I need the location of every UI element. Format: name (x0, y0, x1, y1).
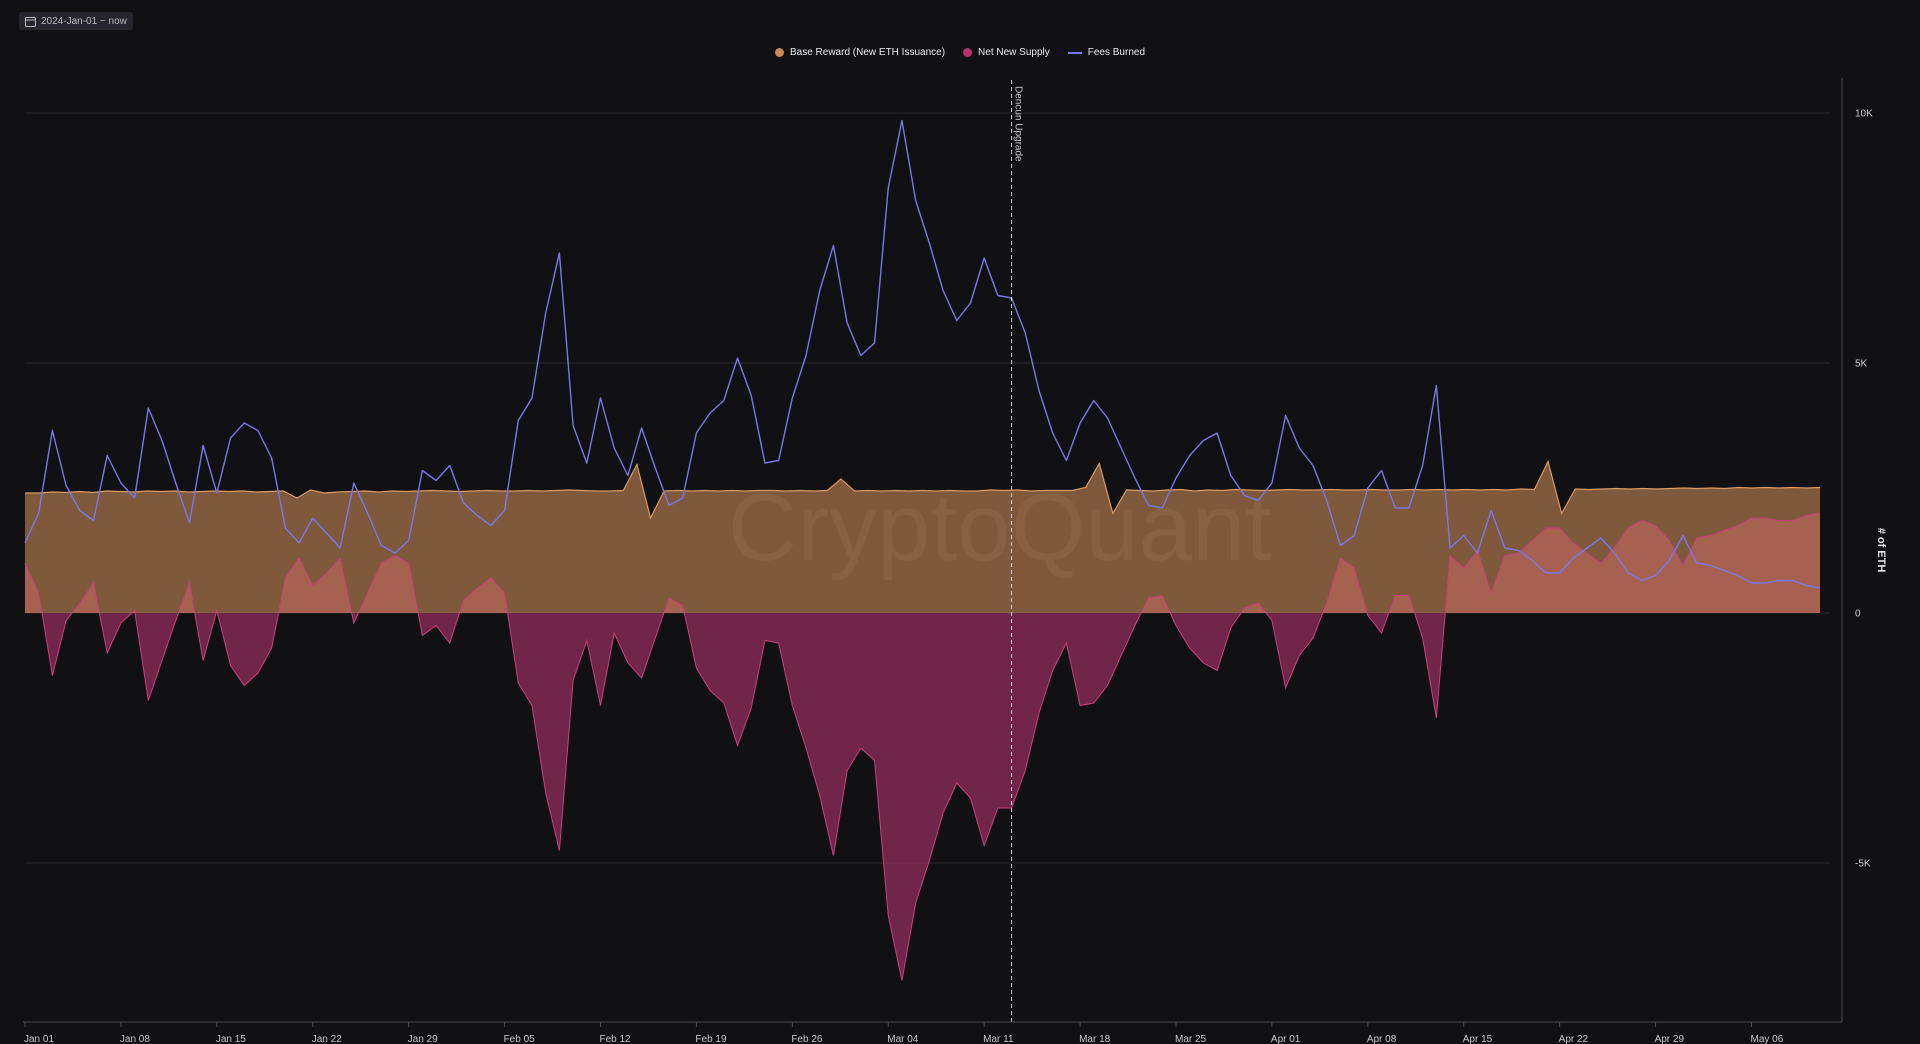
date-range-label: 2024-Jan-01 ~ now (41, 15, 127, 27)
net-new-supply-swatch (963, 48, 973, 57)
chart-legend: Base Reward (New ETH Issuance) Net New S… (0, 47, 1920, 58)
net-new-supply-edge (24, 512, 1821, 981)
x-tick-label: Jan 15 (216, 1034, 246, 1044)
x-tick-label: Apr 22 (1559, 1034, 1589, 1044)
y-tick-label: -5K (1855, 859, 1871, 870)
date-range-selector[interactable]: 2024-Jan-01 ~ now (19, 12, 133, 30)
base-reward-swatch (774, 48, 784, 57)
x-tick-label: Apr 15 (1463, 1034, 1493, 1044)
x-tick-label: Mar 18 (1079, 1034, 1111, 1044)
y-tick-label: 5K (1855, 359, 1868, 370)
x-tick-label: Mar 11 (983, 1034, 1014, 1044)
annotation-layer: Dencun Upgrade (1011, 80, 1024, 1022)
x-tick-label: Feb 12 (599, 1034, 631, 1044)
calendar-icon (25, 16, 36, 27)
x-tick-label: Jan 22 (312, 1034, 342, 1044)
legend-label: Fees Burned (1087, 47, 1146, 58)
x-tick-label: Apr 29 (1655, 1034, 1685, 1044)
dencun-upgrade-label: Dencun Upgrade (1013, 86, 1024, 162)
x-tick-label: May 06 (1750, 1034, 1783, 1044)
series-lines (24, 119, 1821, 981)
legend-item-net-new-supply[interactable]: Net New Supply (963, 47, 1050, 58)
x-tick-label: Feb 05 (504, 1034, 536, 1044)
fees-burned-line (24, 119, 1821, 589)
y-tick-label: 0 (1855, 609, 1861, 620)
series-areas (25, 461, 1820, 981)
x-tick-label: Apr 08 (1367, 1034, 1397, 1044)
axes: 10K 5K 0 -5K # of ETH Jan 01 Jan 08 Jan 15 Jan 2… (23, 78, 1887, 1044)
x-tick-label: Jan 29 (408, 1034, 438, 1044)
x-tick-label: Feb 26 (791, 1034, 823, 1044)
x-tick-label: Mar 04 (887, 1034, 919, 1044)
base-reward-area (25, 461, 1820, 613)
legend-label: Net New Supply (978, 47, 1050, 58)
x-tick-label: Mar 25 (1175, 1034, 1207, 1044)
x-tick-label: Apr 01 (1271, 1034, 1301, 1044)
fees-burned-swatch (1067, 51, 1082, 54)
x-tick-label: Feb 19 (695, 1034, 727, 1044)
x-tick-label: Jan 08 (120, 1034, 150, 1044)
legend-label: Base Reward (New ETH Issuance) (789, 47, 946, 58)
x-tick-label: Jan 01 (24, 1034, 54, 1044)
legend-item-fees-burned[interactable]: Fees Burned (1067, 47, 1146, 58)
y-axis-title: # of ETH (1875, 528, 1887, 573)
y-tick-label: 10K (1855, 109, 1873, 120)
legend-item-base-reward[interactable]: Base Reward (New ETH Issuance) (774, 47, 946, 58)
base-reward-edge (25, 459, 1821, 520)
net-new-supply-area (25, 513, 1820, 981)
